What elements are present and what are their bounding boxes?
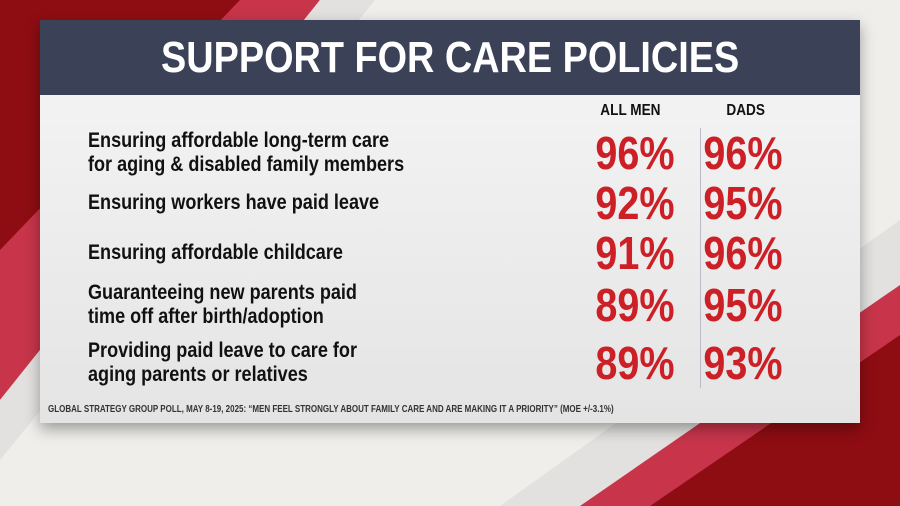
value-all-men: 89% xyxy=(595,279,675,331)
row-label: Ensuring workers have paid leave xyxy=(88,191,380,214)
row-label: Guaranteeing new parents paid xyxy=(88,281,357,304)
value-dads: 95% xyxy=(703,279,783,331)
row-label: time off after birth/adoption xyxy=(88,305,324,328)
value-dads: 96% xyxy=(703,127,783,179)
row-label: Providing paid leave to care for xyxy=(88,339,357,362)
row-label: aging parents or relatives xyxy=(88,363,308,386)
column-divider xyxy=(700,128,701,388)
value-dads: 96% xyxy=(703,227,783,279)
source-footer: GLOBAL STRATEGY GROUP POLL, MAY 8-19, 20… xyxy=(48,404,614,415)
policy-card: SUPPORT FOR CARE POLICIES ALL MEN DADS E… xyxy=(40,20,860,423)
page-title: SUPPORT FOR CARE POLICIES xyxy=(160,32,740,82)
value-dads: 93% xyxy=(703,337,783,389)
row-label: for aging & disabled family members xyxy=(88,153,405,176)
row-label: Ensuring affordable childcare xyxy=(88,241,343,264)
column-header-all-men: ALL MEN xyxy=(600,102,661,119)
value-all-men: 89% xyxy=(595,337,675,389)
value-dads: 95% xyxy=(703,177,783,229)
row-label: Ensuring affordable long-term care xyxy=(88,129,390,152)
card-header: SUPPORT FOR CARE POLICIES xyxy=(40,20,860,95)
value-all-men: 96% xyxy=(595,127,675,179)
column-header-dads: DADS xyxy=(726,102,765,119)
value-all-men: 91% xyxy=(595,227,675,279)
value-all-men: 92% xyxy=(595,177,675,229)
